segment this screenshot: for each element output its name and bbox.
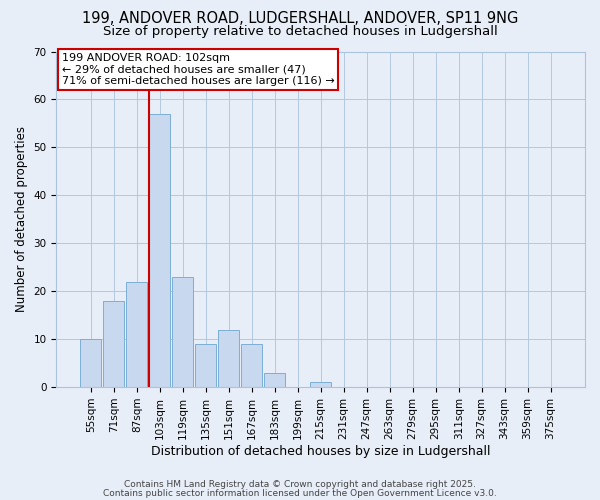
Bar — [241, 344, 262, 387]
Text: 199 ANDOVER ROAD: 102sqm
← 29% of detached houses are smaller (47)
71% of semi-d: 199 ANDOVER ROAD: 102sqm ← 29% of detach… — [62, 53, 334, 86]
Bar — [218, 330, 239, 387]
Bar — [80, 339, 101, 387]
Bar — [103, 301, 124, 387]
Bar — [265, 372, 285, 387]
Text: Size of property relative to detached houses in Ludgershall: Size of property relative to detached ho… — [103, 25, 497, 38]
Bar — [196, 344, 216, 387]
Bar — [127, 282, 147, 387]
Text: Contains public sector information licensed under the Open Government Licence v3: Contains public sector information licen… — [103, 488, 497, 498]
Text: 199, ANDOVER ROAD, LUDGERSHALL, ANDOVER, SP11 9NG: 199, ANDOVER ROAD, LUDGERSHALL, ANDOVER,… — [82, 11, 518, 26]
Bar — [310, 382, 331, 387]
X-axis label: Distribution of detached houses by size in Ludgershall: Distribution of detached houses by size … — [151, 444, 490, 458]
Text: Contains HM Land Registry data © Crown copyright and database right 2025.: Contains HM Land Registry data © Crown c… — [124, 480, 476, 489]
Y-axis label: Number of detached properties: Number of detached properties — [15, 126, 28, 312]
Bar — [149, 114, 170, 387]
Bar — [172, 277, 193, 387]
